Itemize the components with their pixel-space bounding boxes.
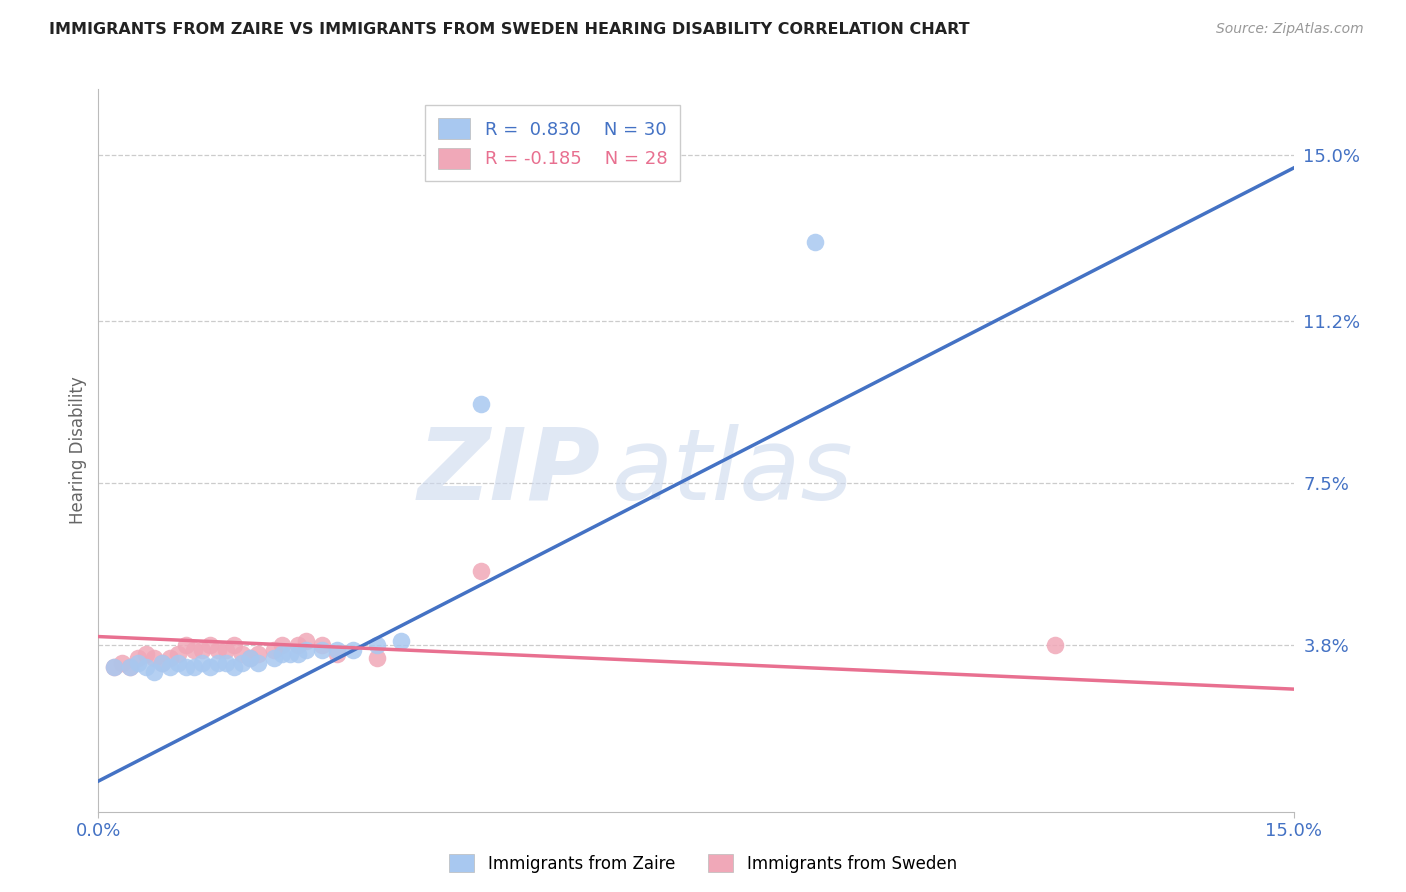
Point bbox=[191, 642, 214, 657]
Point bbox=[143, 665, 166, 679]
Point bbox=[183, 642, 205, 657]
Point bbox=[246, 647, 269, 661]
Point bbox=[311, 638, 333, 652]
Point bbox=[246, 656, 269, 670]
Point bbox=[1043, 638, 1066, 652]
Point bbox=[207, 656, 229, 670]
Point bbox=[326, 647, 349, 661]
Point bbox=[287, 638, 309, 652]
Point bbox=[150, 656, 173, 670]
Point bbox=[167, 647, 190, 661]
Point bbox=[191, 656, 214, 670]
Point bbox=[198, 638, 221, 652]
Point bbox=[111, 656, 134, 670]
Point bbox=[804, 235, 827, 250]
Point bbox=[143, 651, 166, 665]
Point bbox=[127, 656, 149, 670]
Point bbox=[366, 638, 388, 652]
Point bbox=[135, 660, 157, 674]
Point bbox=[294, 634, 316, 648]
Legend: Immigrants from Zaire, Immigrants from Sweden: Immigrants from Zaire, Immigrants from S… bbox=[443, 847, 963, 880]
Point bbox=[231, 656, 253, 670]
Point bbox=[389, 634, 412, 648]
Point bbox=[326, 642, 349, 657]
Point bbox=[222, 638, 245, 652]
Point bbox=[270, 647, 292, 661]
Text: ZIP: ZIP bbox=[418, 424, 600, 521]
Point bbox=[207, 642, 229, 657]
Text: Source: ZipAtlas.com: Source: ZipAtlas.com bbox=[1216, 22, 1364, 37]
Point bbox=[159, 651, 181, 665]
Point bbox=[222, 660, 245, 674]
Point bbox=[120, 660, 142, 674]
Point bbox=[294, 642, 316, 657]
Point bbox=[167, 656, 190, 670]
Point bbox=[183, 660, 205, 674]
Legend: R =  0.830    N = 30, R = -0.185    N = 28: R = 0.830 N = 30, R = -0.185 N = 28 bbox=[425, 105, 681, 181]
Text: IMMIGRANTS FROM ZAIRE VS IMMIGRANTS FROM SWEDEN HEARING DISABILITY CORRELATION C: IMMIGRANTS FROM ZAIRE VS IMMIGRANTS FROM… bbox=[49, 22, 970, 37]
Point bbox=[159, 660, 181, 674]
Point bbox=[120, 660, 142, 674]
Point bbox=[270, 638, 292, 652]
Text: atlas: atlas bbox=[613, 424, 853, 521]
Point bbox=[198, 660, 221, 674]
Point bbox=[103, 660, 125, 674]
Point bbox=[470, 564, 492, 578]
Point bbox=[263, 651, 285, 665]
Point bbox=[174, 638, 197, 652]
Point bbox=[135, 647, 157, 661]
Y-axis label: Hearing Disability: Hearing Disability bbox=[69, 376, 87, 524]
Point bbox=[127, 651, 149, 665]
Point bbox=[470, 397, 492, 411]
Point bbox=[278, 647, 301, 661]
Point bbox=[239, 651, 262, 665]
Point bbox=[263, 642, 285, 657]
Point bbox=[311, 642, 333, 657]
Point bbox=[215, 642, 238, 657]
Point bbox=[215, 656, 238, 670]
Point bbox=[366, 651, 388, 665]
Point bbox=[150, 656, 173, 670]
Point bbox=[287, 647, 309, 661]
Point bbox=[342, 642, 364, 657]
Point bbox=[174, 660, 197, 674]
Point bbox=[103, 660, 125, 674]
Point bbox=[239, 651, 262, 665]
Point bbox=[231, 647, 253, 661]
